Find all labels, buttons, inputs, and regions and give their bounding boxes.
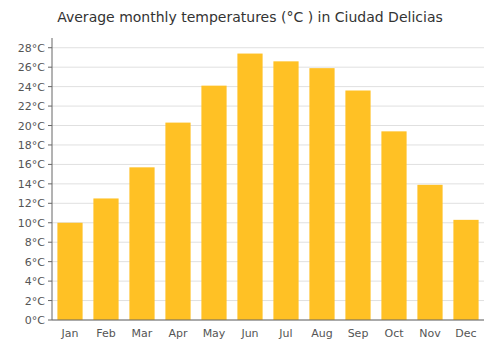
bar [345,91,370,320]
bar [165,123,190,320]
bar [381,131,406,320]
grid-line [52,47,484,48]
y-tick-label: 28°C [18,42,45,55]
grid [52,48,484,320]
x-axis: Jan Feb Mar Apr May Jun Jul Aug Sep Oct Nov Dec [52,320,484,340]
y-tick [48,261,52,262]
bar [237,54,262,320]
y-tick [48,67,52,68]
bar [417,185,442,320]
grid-line [52,320,484,321]
bar [273,61,298,320]
grid-line [52,67,484,68]
y-tick [48,164,52,165]
x-tick-label: Jan [61,327,79,340]
y-tick-label: 20°C [18,120,45,133]
bar [93,198,118,320]
y-tick [48,183,52,184]
x-tick-label: Nov [419,327,441,340]
y-tick-label: 4°C [25,275,45,288]
x-tick-label: Oct [384,327,404,340]
title: Average monthly temperatures (°C ) in Ci… [57,9,443,25]
chart-container: Average monthly temperatures (°C ) in Ci… [0,0,500,350]
y-tick [48,281,52,282]
y-tick-label: 2°C [25,295,45,308]
y-axis-line [52,38,53,320]
x-tick-label: May [203,327,226,340]
y-tick-label: 10°C [18,217,45,230]
bar [57,223,82,320]
y-tick [48,47,52,48]
y-tick-label: 8°C [25,236,45,249]
x-tick-label: Apr [168,327,188,340]
y-tick-label: 24°C [18,81,45,94]
x-tick-label: Dec [455,327,476,340]
x-tick-label: Feb [96,327,115,340]
y-tick-label: 16°C [18,158,45,171]
bar [453,220,478,320]
y-tick [48,144,52,145]
x-tick-label: Jul [278,327,292,340]
grid-line [52,86,484,87]
grid-line [52,144,484,145]
y-tick [48,222,52,223]
x-tick-label: Aug [311,327,332,340]
x-tick-label: Jun [240,327,258,340]
y-tick [48,203,52,204]
grid-line [52,125,484,126]
y-tick-label: 26°C [18,61,45,74]
y-axis: 0°C 2°C 4°C 6°C 8°C 10°C 12°C 14°C 16°C 18°C 20°C 2… [18,38,52,327]
bar [201,86,226,320]
y-tick [48,125,52,126]
y-tick [48,106,52,107]
y-tick-label: 6°C [25,256,45,269]
x-tick-label: Mar [132,327,153,340]
y-tick-label: 18°C [18,139,45,152]
x-tick-label: Sep [348,327,369,340]
y-tick-label: 0°C [25,314,45,327]
x-axis-line [52,320,484,321]
y-tick [48,242,52,243]
y-tick-label: 12°C [18,197,45,210]
bar [309,68,334,320]
grid-line [52,164,484,165]
bar [129,167,154,320]
y-tick-label: 14°C [18,178,45,191]
y-tick [48,320,52,321]
bars [57,54,478,320]
y-tick [48,300,52,301]
chart: Average monthly temperatures (°C ) in Ci… [0,0,500,350]
grid-line [52,183,484,184]
y-tick [48,86,52,87]
y-tick-label: 22°C [18,100,45,113]
grid-line [52,106,484,107]
